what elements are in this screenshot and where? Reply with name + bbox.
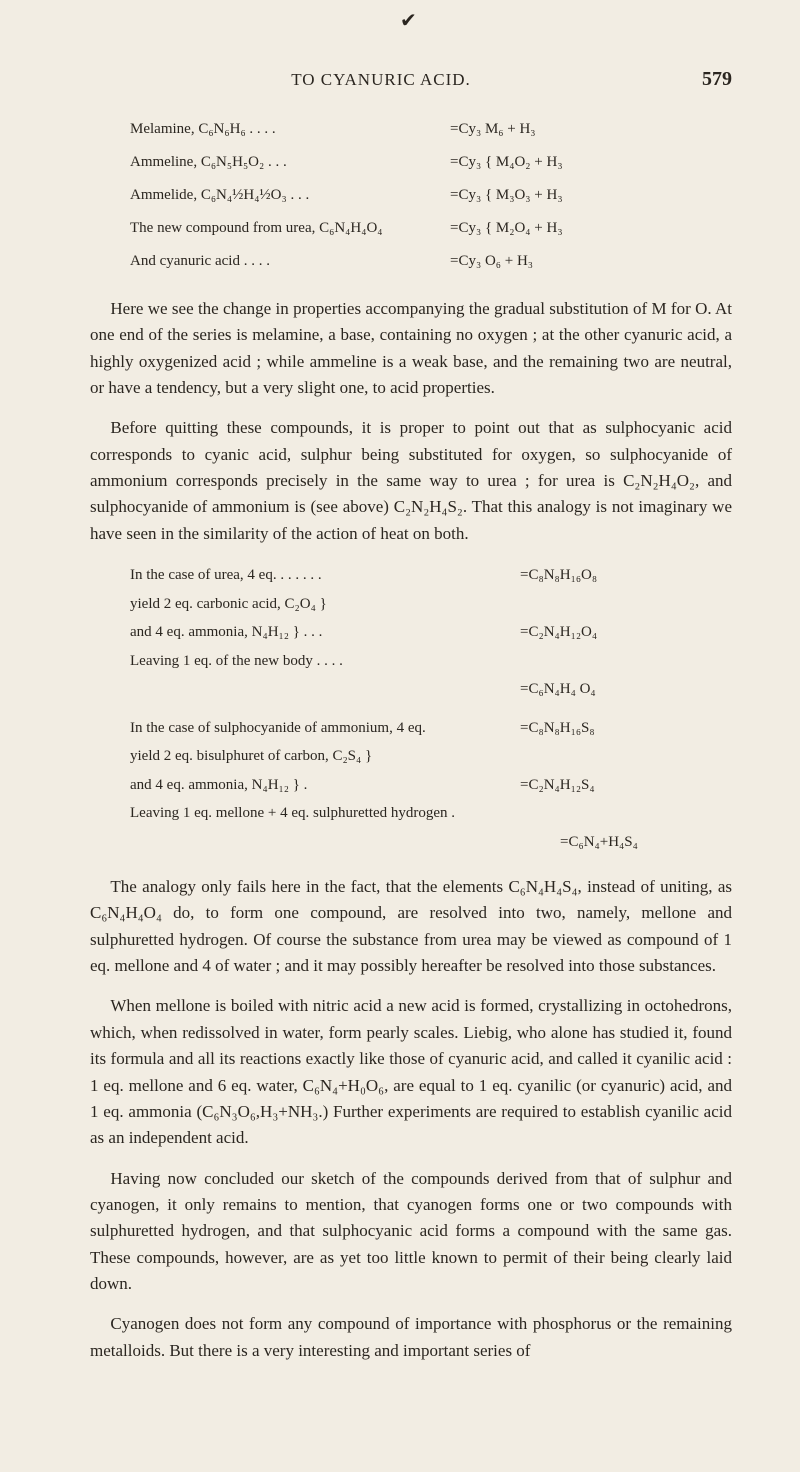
calc-row: In the case of urea, 4 eq. . . . . . . =… — [130, 561, 732, 590]
eq-row: Melamine, C₆N₆H₆ . . . . =Cy₃ M₆ + H₃ — [130, 113, 732, 146]
calc-row: yield 2 eq. carbonic acid, C₂O₄ } — [130, 590, 732, 619]
calc-lhs: and 4 eq. ammonia, N₄H₁₂ } . — [130, 771, 520, 800]
paragraph: The analogy only fails here in the fact,… — [90, 874, 732, 979]
calc-rhs: =C₆N₄H₄ O₄ — [520, 647, 732, 704]
calc-row: and 4 eq. ammonia, N₄H₁₂ } . =C₂N₄H₁₂S₄ — [130, 771, 732, 800]
calc-rhs — [520, 590, 732, 619]
calc-lhs: yield 2 eq. carbonic acid, C₂O₄ } — [130, 590, 520, 619]
calc-result: =C₆N₄H₄ O₄ — [520, 681, 596, 697]
page-number: 579 — [672, 68, 732, 91]
eq-label: Ammeline, C₆N₅H₅O₂ . . . — [130, 146, 450, 179]
running-head-row: TO CYANURIC ACID. 579 — [90, 68, 732, 91]
eq-rhs: =Cy₃ { M₂O₄ + H₃ — [450, 212, 732, 245]
eq-row: The new compound from urea, C₆N₄H₄O₄ =Cy… — [130, 212, 732, 245]
calc-block-urea: In the case of urea, 4 eq. . . . . . . =… — [130, 561, 732, 704]
calc-lhs: and 4 eq. ammonia, N₄H₁₂ } . . . — [130, 618, 520, 647]
tick-mark: ✔ — [400, 8, 417, 33]
paragraph: Having now concluded our sketch of the c… — [90, 1166, 732, 1298]
eq-label: Melamine, C₆N₆H₆ . . . . — [130, 113, 450, 146]
calc-rhs: =C₂N₄H₁₂O₄ — [520, 618, 732, 647]
eq-row: Ammelide, C₆N₄½H₄½O₃ . . . =Cy₃ { M₃O₃ +… — [130, 179, 732, 212]
eq-rhs: =Cy₃ { M₄O₂ + H₃ — [450, 146, 732, 179]
eq-label: And cyanuric acid . . . . — [130, 245, 450, 278]
calc-row: Leaving 1 eq. mellone + 4 eq. sulphurett… — [130, 799, 732, 856]
calc-rhs: =C₂N₄H₁₂S₄ — [520, 771, 732, 800]
calc-lhs: In the case of sulphocyanide of ammonium… — [130, 714, 520, 743]
eq-row: And cyanuric acid . . . . =Cy₃ O₆ + H₃ — [130, 245, 732, 278]
paragraph: Cyanogen does not form any compound of i… — [90, 1311, 732, 1364]
eq-rhs: =Cy₃ O₆ + H₃ — [450, 245, 732, 278]
page: ✔ TO CYANURIC ACID. 579 Melamine, C₆N₆H₆… — [0, 0, 800, 1472]
eq-label: The new compound from urea, C₆N₄H₄O₄ — [130, 212, 450, 245]
calc-lhs: Leaving 1 eq. of the new body . . . . — [130, 647, 520, 704]
eq-label: Ammelide, C₆N₄½H₄½O₃ . . . — [130, 179, 450, 212]
calc-row: and 4 eq. ammonia, N₄H₁₂ } . . . =C₂N₄H₁… — [130, 618, 732, 647]
calc-row: In the case of sulphocyanide of ammonium… — [130, 714, 732, 743]
paragraph: Before quitting these compounds, it is p… — [90, 415, 732, 547]
calc-lhs: In the case of urea, 4 eq. . . . . . . — [130, 561, 520, 590]
paragraph: When mellone is boiled with nitric acid … — [90, 993, 732, 1151]
calc-block-sulpho: In the case of sulphocyanide of ammonium… — [130, 714, 732, 857]
equation-list-a: Melamine, C₆N₆H₆ . . . . =Cy₃ M₆ + H₃ Am… — [130, 113, 732, 278]
calc-rhs — [520, 742, 732, 771]
eq-row: Ammeline, C₆N₅H₅O₂ . . . =Cy₃ { M₄O₂ + H… — [130, 146, 732, 179]
calc-rhs: =C₈N₈H₁₆O₈ — [520, 561, 732, 590]
calc-row: yield 2 eq. bisulphuret of carbon, C₂S₄ … — [130, 742, 732, 771]
calc-result: =C₆N₄+H₄S₄ — [560, 834, 638, 850]
running-head: TO CYANURIC ACID. — [90, 70, 672, 90]
paragraph: Here we see the change in properties acc… — [90, 296, 732, 401]
calc-row: Leaving 1 eq. of the new body . . . . =C… — [130, 647, 732, 704]
eq-rhs: =Cy₃ M₆ + H₃ — [450, 113, 732, 146]
calc-lhs: yield 2 eq. bisulphuret of carbon, C₂S₄ … — [130, 742, 520, 771]
calc-rhs: =C₆N₄+H₄S₄ — [560, 799, 732, 856]
calc-rhs: =C₈N₈H₁₆S₈ — [520, 714, 732, 743]
eq-rhs: =Cy₃ { M₃O₃ + H₃ — [450, 179, 732, 212]
calc-lhs: Leaving 1 eq. mellone + 4 eq. sulphurett… — [130, 799, 560, 856]
